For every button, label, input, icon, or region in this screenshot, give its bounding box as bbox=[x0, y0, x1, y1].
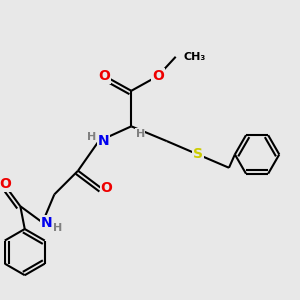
Text: S: S bbox=[193, 147, 203, 161]
Text: H: H bbox=[87, 132, 96, 142]
Text: O: O bbox=[100, 182, 112, 196]
Text: H: H bbox=[136, 129, 145, 139]
Text: N: N bbox=[41, 215, 53, 230]
Text: O: O bbox=[152, 69, 164, 83]
Text: O: O bbox=[99, 69, 111, 83]
Text: H: H bbox=[53, 224, 62, 233]
Text: N: N bbox=[98, 134, 109, 148]
Text: O: O bbox=[0, 177, 11, 191]
Text: CH₃: CH₃ bbox=[183, 52, 205, 62]
